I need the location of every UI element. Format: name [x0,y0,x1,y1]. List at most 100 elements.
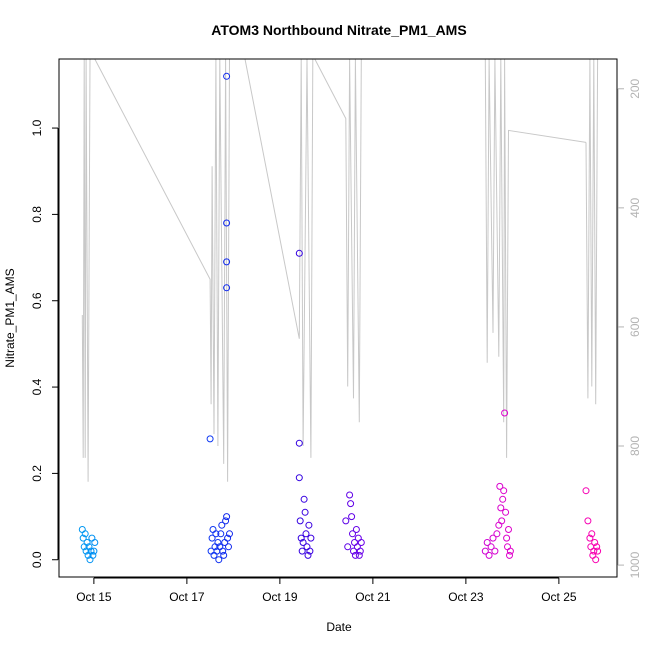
x-axis-label: Date [326,620,352,634]
x-tick-label: Oct 19 [262,590,298,604]
x-axis: Oct 15 Oct 17 Oct 19 Oct 21 Oct 23 Oct 25 [76,577,577,604]
data-point [348,513,356,521]
data-point [491,547,499,555]
data-point [220,551,228,559]
y-tick-label: 0.4 [30,378,44,395]
y-tick-label: 0.2 [30,465,44,482]
data-point [89,551,97,559]
data-point [79,534,87,542]
altitude-trace [585,59,599,405]
data-point [223,258,231,266]
data-point [305,521,313,529]
x-tick-label: Oct 17 [169,590,205,604]
data-point [208,534,216,542]
data-point [209,526,217,533]
data-point [489,534,497,542]
data-point [485,551,493,559]
data-point [342,517,350,525]
altitude-trace [94,59,230,482]
y-tick-label: 1.0 [30,119,44,136]
data-point [85,543,93,551]
data-point [91,539,99,546]
plot-frame [58,58,618,578]
data-point [206,435,214,443]
data-point [224,534,232,542]
data-point [481,547,489,555]
data-point [505,526,512,533]
data-point [299,539,307,546]
data-point [502,508,510,516]
data-point [298,547,306,555]
data-point [219,547,227,555]
data-point [347,500,355,508]
altitude-trace [244,59,314,458]
data-point [81,530,89,538]
data-point [594,547,602,555]
data-point [217,530,225,538]
plot-area [78,59,602,564]
y-tick-label: 0.8 [30,206,44,223]
data-point [506,547,514,555]
altitude-trace [81,59,95,482]
data-point [78,526,86,533]
data-point [344,543,352,551]
data-point [212,530,220,538]
data-point [87,547,95,555]
data-point [354,534,362,542]
data-point [350,547,357,555]
chart-title: ATOM3 Northbound Nitrate_PM1_AMS [211,22,466,38]
data-point [586,534,594,542]
data-point [495,521,503,529]
data-point [496,482,504,490]
y-tick-label: 0.6 [30,292,44,309]
y-tick-label: 0.0 [30,551,44,568]
data-point [352,526,360,533]
data-point [297,534,305,542]
data-point [304,551,312,559]
data-point [295,439,303,447]
data-point [223,219,231,227]
data-point [591,539,599,546]
data-point [504,543,511,551]
data-point [593,543,601,551]
data-point [88,534,96,542]
right-tick-label: 200 [628,78,642,98]
x-tick-label: Oct 21 [355,590,391,604]
data-point [90,547,98,555]
data-point [503,534,511,542]
data-point [357,539,365,546]
data-point [582,487,590,495]
data-point [497,504,505,512]
data-point [223,513,231,521]
altitude-trace [484,59,587,458]
data-point [303,543,311,551]
data-point [214,539,222,546]
data-point [218,521,226,529]
data-point [223,72,231,80]
right-tick-label: 1000 [628,551,642,578]
right-tick-label: 600 [628,317,642,337]
data-point [296,517,304,525]
data-point [223,284,231,292]
x-tick-label: Oct 23 [448,590,484,604]
data-point [588,530,596,538]
data-point [584,517,592,525]
data-point [499,495,507,503]
data-point [351,551,359,559]
data-point [83,539,91,546]
y-axis-label: Nitrate_PM1_AMS [3,268,17,367]
x-tick-label: Oct 25 [541,590,577,604]
data-point [302,530,310,538]
data-point [500,487,508,495]
data-point [356,547,364,555]
data-point [215,556,223,564]
data-point [483,539,491,546]
data-point [355,551,363,559]
data-point [222,517,230,525]
data-point [493,530,501,538]
data-point [295,474,303,482]
right-tick-label: 800 [628,436,642,456]
data-point [306,547,314,555]
data-point [498,517,506,525]
